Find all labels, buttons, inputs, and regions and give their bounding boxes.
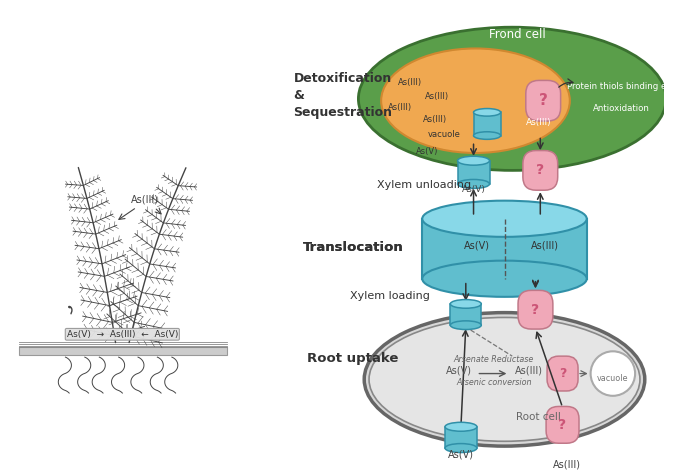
Text: ?: ? (536, 163, 545, 177)
Text: ?: ? (532, 303, 540, 317)
Text: As(III): As(III) (525, 118, 551, 127)
Ellipse shape (450, 300, 482, 308)
Text: Root uptake: Root uptake (307, 352, 399, 365)
Ellipse shape (364, 312, 645, 446)
Text: As(V): As(V) (446, 365, 472, 376)
Text: As(III): As(III) (131, 194, 159, 204)
Text: Xylem unloading: Xylem unloading (377, 180, 471, 190)
Text: Antioxidation: Antioxidation (593, 104, 650, 113)
Text: Root cell: Root cell (516, 412, 561, 422)
FancyBboxPatch shape (526, 80, 560, 121)
Text: As(III): As(III) (423, 115, 447, 124)
Text: As(III): As(III) (553, 459, 582, 470)
Text: ?: ? (539, 93, 547, 108)
Text: Xylem loading: Xylem loading (350, 291, 429, 301)
Bar (422, 219, 587, 279)
Text: ?: ? (558, 418, 566, 432)
Circle shape (590, 351, 635, 396)
Ellipse shape (458, 156, 490, 165)
Text: As(III): As(III) (397, 78, 422, 87)
Bar (473, 112, 501, 135)
Text: As(V): As(V) (416, 147, 438, 156)
Text: As(III): As(III) (531, 241, 559, 251)
Ellipse shape (473, 109, 501, 116)
Text: As(V): As(V) (462, 185, 486, 194)
Text: Arsenate Reductase: Arsenate Reductase (453, 355, 534, 364)
Ellipse shape (381, 49, 570, 153)
FancyBboxPatch shape (546, 406, 579, 443)
Text: As(III): As(III) (388, 103, 412, 112)
Ellipse shape (458, 179, 490, 188)
Ellipse shape (369, 318, 640, 441)
Ellipse shape (358, 27, 666, 170)
Bar (450, 304, 482, 325)
Text: Detoxification
&
Sequestration: Detoxification & Sequestration (294, 72, 393, 119)
Ellipse shape (422, 261, 587, 297)
FancyBboxPatch shape (523, 151, 558, 190)
Ellipse shape (445, 422, 477, 431)
Ellipse shape (422, 201, 587, 237)
Text: Translocation: Translocation (303, 241, 404, 253)
Text: As(V): As(V) (448, 450, 474, 460)
FancyBboxPatch shape (518, 290, 553, 329)
Text: Arsenic conversion: Arsenic conversion (456, 378, 532, 387)
Text: Translocation: Translocation (303, 241, 404, 253)
Ellipse shape (450, 321, 482, 329)
Text: ?: ? (559, 367, 566, 380)
Text: Frond cell: Frond cell (488, 28, 545, 41)
Text: vacuole: vacuole (597, 374, 629, 383)
Bar (18, 347, 227, 355)
Ellipse shape (445, 444, 477, 453)
Text: As(III): As(III) (514, 365, 543, 376)
Bar (458, 160, 490, 184)
Text: vacuole: vacuole (428, 130, 461, 140)
Text: Protein thiols binding etc.: Protein thiols binding etc. (566, 82, 677, 91)
Text: As(V)  →  As(III)  ←  As(V): As(V) → As(III) ← As(V) (66, 330, 178, 339)
Text: As(V): As(V) (464, 241, 490, 251)
Bar (445, 427, 477, 448)
FancyBboxPatch shape (547, 356, 578, 391)
Text: As(III): As(III) (425, 92, 449, 101)
Ellipse shape (473, 132, 501, 139)
